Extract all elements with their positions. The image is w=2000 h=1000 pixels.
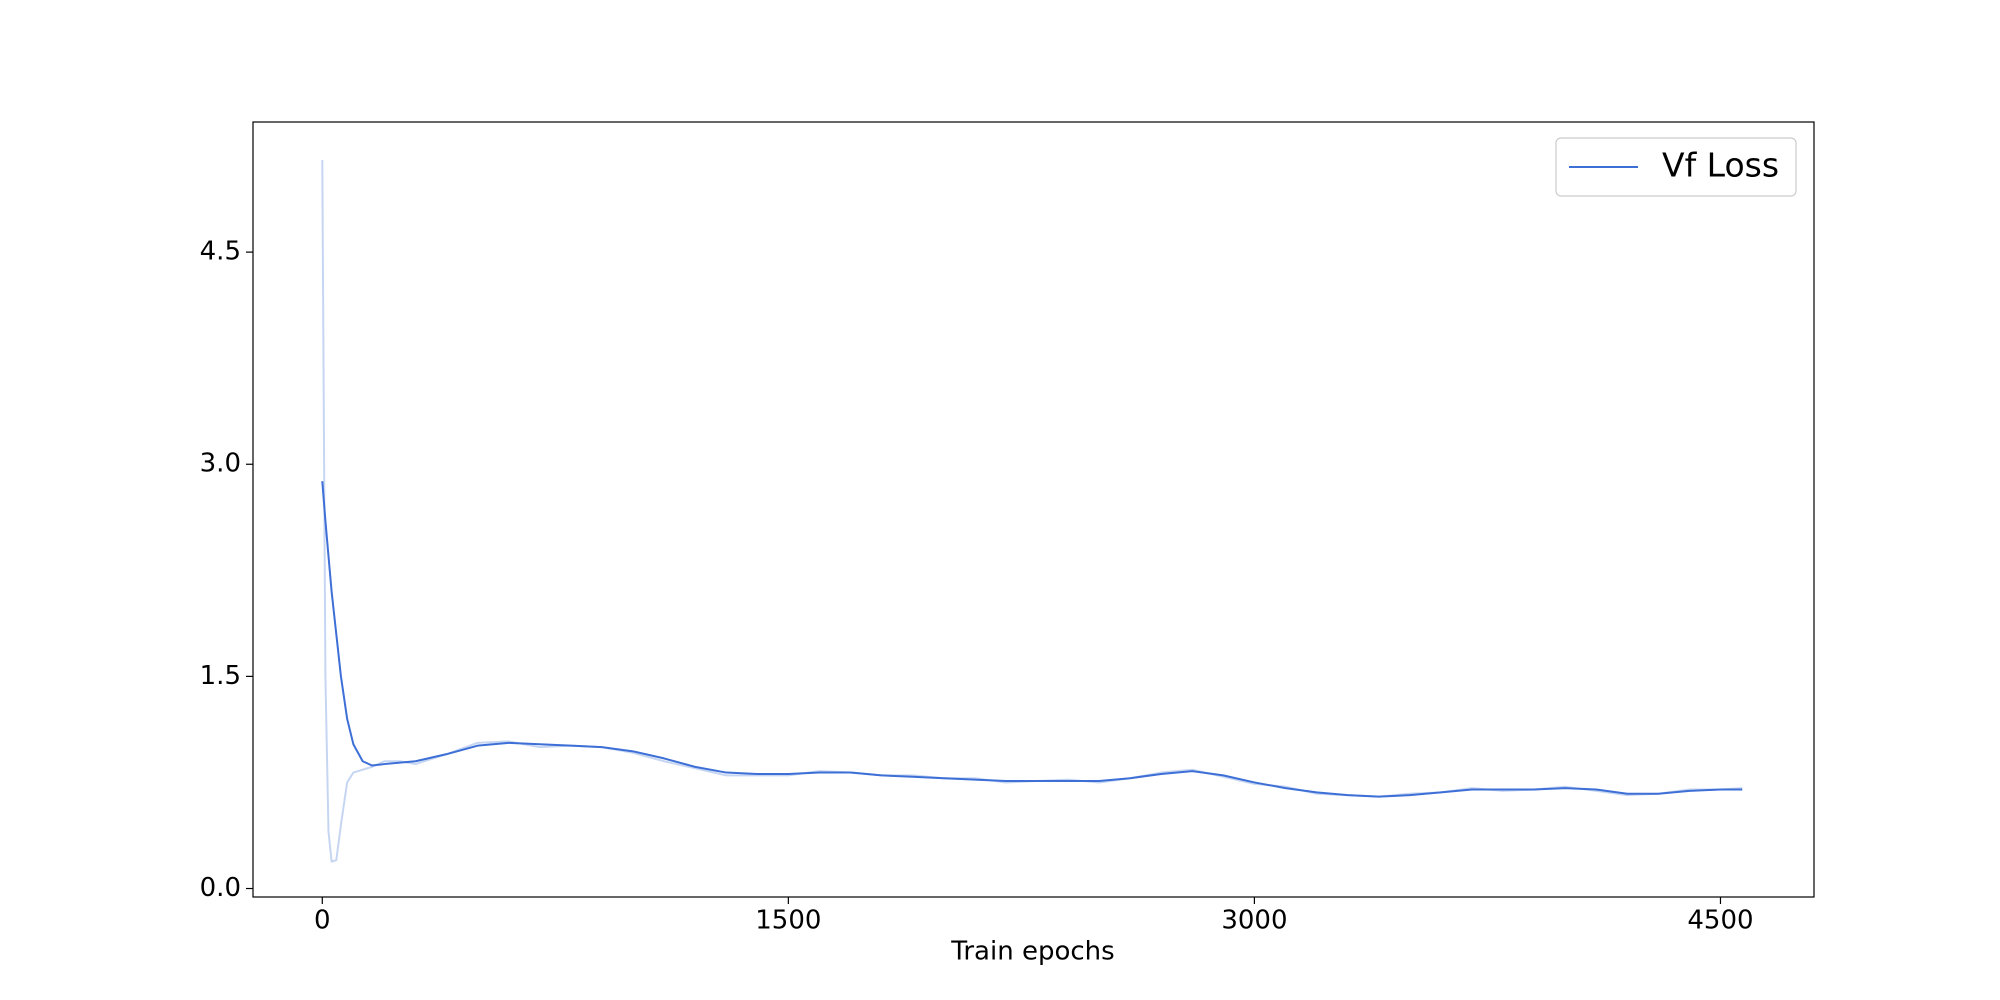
series-line bbox=[321, 481, 1743, 798]
y-tick-label: 3.0 bbox=[200, 449, 241, 479]
y-tick-label: 0.0 bbox=[200, 873, 241, 903]
legend-box bbox=[1555, 137, 1797, 197]
x-axis-label: Train epochs bbox=[950, 937, 1114, 967]
x-tick-label: 1500 bbox=[755, 906, 821, 936]
plot-frame bbox=[252, 121, 1815, 898]
x-tick-label: 4500 bbox=[1687, 906, 1753, 936]
legend-label: Vf Loss bbox=[1662, 146, 1779, 185]
x-tick-label: 0 bbox=[314, 906, 331, 936]
series-line bbox=[321, 160, 1743, 863]
x-tick-label: 3000 bbox=[1221, 906, 1287, 936]
y-tick-label: 1.5 bbox=[200, 661, 241, 691]
y-tick-label: 4.5 bbox=[200, 237, 241, 267]
